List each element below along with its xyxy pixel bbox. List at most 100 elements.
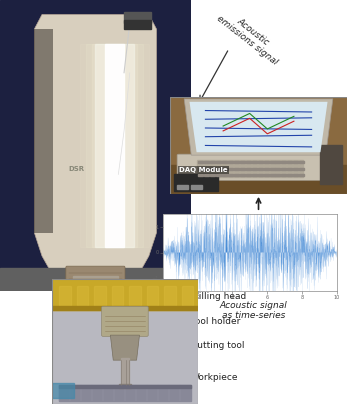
Bar [80, 44, 149, 247]
Bar [59, 385, 191, 388]
Bar [234, 175, 239, 177]
Bar [293, 168, 298, 170]
Bar [281, 168, 286, 170]
Bar [246, 161, 251, 163]
Bar [270, 168, 274, 170]
Bar [287, 161, 292, 163]
Bar [270, 161, 274, 163]
Bar [191, 185, 202, 189]
Bar [276, 161, 280, 163]
Polygon shape [110, 335, 139, 360]
FancyBboxPatch shape [177, 154, 340, 180]
Bar [119, 384, 131, 388]
Bar [270, 175, 274, 177]
Bar [105, 44, 124, 247]
Bar [174, 174, 218, 191]
Bar [240, 168, 245, 170]
Bar [264, 161, 269, 163]
Bar [52, 383, 74, 398]
Bar [252, 175, 257, 177]
Bar [258, 168, 263, 170]
Bar [0, 267, 191, 291]
Bar [228, 175, 233, 177]
Bar [276, 168, 280, 170]
Bar [204, 168, 209, 170]
Polygon shape [189, 102, 328, 152]
Text: Acoustic
emissions signal: Acoustic emissions signal [214, 6, 285, 67]
Bar [258, 175, 263, 177]
Bar [210, 161, 215, 163]
Bar [92, 44, 137, 247]
Polygon shape [184, 99, 333, 155]
Bar [228, 161, 233, 163]
Bar [276, 175, 280, 177]
Bar [281, 161, 286, 163]
Bar [216, 168, 221, 170]
Bar [222, 161, 227, 163]
Bar [204, 175, 209, 177]
Bar [252, 168, 257, 170]
Text: Cutting tool: Cutting tool [125, 341, 244, 350]
Bar [320, 145, 342, 184]
Bar [216, 175, 221, 177]
Bar [198, 161, 203, 163]
Bar [59, 385, 191, 402]
Bar [234, 168, 239, 170]
Text: Microphone: Microphone [104, 6, 157, 21]
Bar [182, 286, 193, 306]
Text: Tool holder: Tool holder [129, 317, 240, 326]
Bar [299, 168, 304, 170]
Bar [234, 161, 239, 163]
Text: Acoustic signal
as time-series: Acoustic signal as time-series [219, 301, 287, 320]
Bar [264, 175, 269, 177]
Bar [177, 185, 188, 189]
Bar [86, 44, 143, 247]
Bar [299, 161, 304, 163]
Bar [246, 168, 251, 170]
Bar [129, 286, 141, 306]
Bar [222, 175, 227, 177]
Bar [228, 168, 233, 170]
Bar [281, 175, 286, 177]
Bar [258, 161, 263, 163]
Bar [252, 161, 257, 163]
Bar [164, 286, 176, 306]
Bar [198, 175, 203, 177]
Bar [77, 286, 88, 306]
Bar [287, 168, 292, 170]
Bar [287, 175, 292, 177]
Bar [216, 161, 221, 163]
Bar [52, 306, 198, 310]
FancyBboxPatch shape [102, 306, 148, 337]
Bar [124, 20, 151, 29]
Bar [240, 175, 245, 177]
Text: DAQ Module: DAQ Module [179, 167, 228, 173]
Bar [120, 358, 129, 385]
Bar [94, 286, 106, 306]
Bar [210, 175, 215, 177]
Bar [293, 175, 298, 177]
Bar [222, 168, 227, 170]
Bar [73, 276, 118, 291]
Bar [198, 168, 203, 170]
Bar [299, 175, 304, 177]
Text: Milling head: Milling head [132, 292, 246, 301]
Bar [204, 161, 209, 163]
Bar [147, 286, 159, 306]
Bar [246, 175, 251, 177]
Bar [95, 44, 134, 247]
Text: Workpiece: Workpiece [101, 373, 238, 383]
Bar [210, 168, 215, 170]
Bar [240, 161, 245, 163]
Bar [196, 160, 303, 177]
Bar [264, 168, 269, 170]
Bar [59, 286, 71, 306]
FancyBboxPatch shape [66, 266, 125, 292]
Polygon shape [34, 15, 156, 276]
Bar [293, 161, 298, 163]
Polygon shape [86, 291, 105, 308]
Bar [124, 12, 151, 23]
Text: DSR: DSR [68, 166, 84, 172]
Polygon shape [34, 29, 53, 233]
Bar [112, 286, 124, 306]
